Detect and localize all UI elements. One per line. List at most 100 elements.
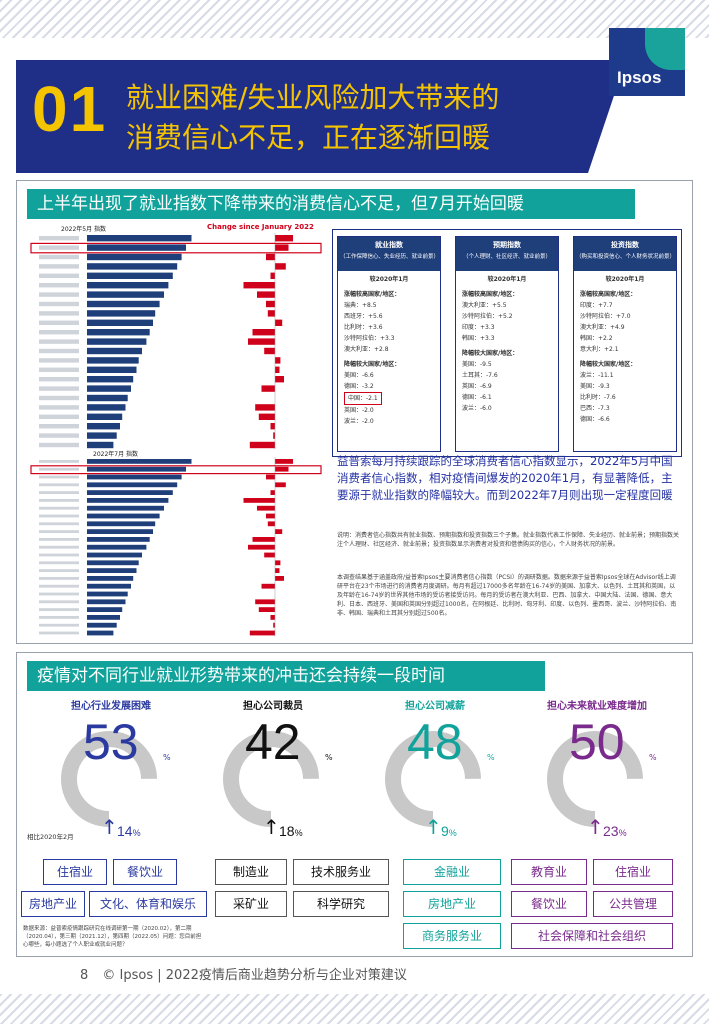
country-label xyxy=(39,301,79,307)
change-bar xyxy=(275,357,281,364)
index-bar xyxy=(87,490,173,495)
metric-delta: 18 xyxy=(279,823,295,839)
country-label xyxy=(39,442,79,448)
country-label xyxy=(39,467,79,471)
change-bar xyxy=(261,583,275,589)
index-bar xyxy=(87,583,131,589)
country-label xyxy=(39,600,79,604)
country-label xyxy=(39,631,79,635)
ipsos-logo: Ipsos xyxy=(609,28,685,96)
country-label xyxy=(39,592,79,596)
change-bar xyxy=(275,482,286,488)
country-label xyxy=(39,545,79,549)
section2-heading: 疫情对不同行业就业形势带来的冲击还会持续一段时间 xyxy=(27,661,545,691)
index-bar xyxy=(87,235,192,242)
index-bar xyxy=(87,466,186,472)
change-bar xyxy=(248,544,275,550)
index-chart-may xyxy=(30,233,322,450)
index-bar xyxy=(87,432,117,439)
section-number: 01 xyxy=(32,73,108,145)
metric-value: 42 xyxy=(245,714,301,770)
index-bar xyxy=(87,474,182,480)
index-bar xyxy=(87,310,156,317)
change-bar xyxy=(270,615,275,620)
index-bar xyxy=(87,505,164,511)
country-label xyxy=(39,577,79,580)
change-bar xyxy=(267,310,275,317)
donut-ring xyxy=(61,731,157,827)
index-bar xyxy=(87,607,123,612)
up-arrow-icon: ↑ xyxy=(587,815,604,839)
change-bar xyxy=(275,263,286,270)
change-bar xyxy=(258,607,275,612)
index-bar xyxy=(87,482,178,488)
change-bar xyxy=(257,505,275,511)
change-bar xyxy=(264,347,275,355)
country-label xyxy=(39,292,79,297)
logo-leaf-icon xyxy=(645,28,685,70)
index-bar xyxy=(87,441,114,449)
metric-value: 53 xyxy=(83,714,139,770)
change-bar xyxy=(266,474,275,480)
index-bar xyxy=(87,366,137,373)
country-label xyxy=(39,538,79,541)
chip-industry: 技术服务业 xyxy=(293,859,389,885)
change-bar xyxy=(270,272,275,279)
index-bar xyxy=(87,568,137,573)
change-bar xyxy=(264,552,275,558)
index-bar xyxy=(87,591,128,597)
country-label xyxy=(39,245,79,250)
donut-ring xyxy=(223,731,319,827)
footer: 8 © Ipsos | 2022疫情后商业趋势分析与企业对策建议 xyxy=(80,964,407,983)
chip-industry: 教育业 xyxy=(511,859,587,885)
country-label xyxy=(39,283,79,288)
country-label xyxy=(39,320,79,325)
change-bar xyxy=(258,413,275,420)
chip-industry: 制造业 xyxy=(215,859,287,885)
country-label xyxy=(39,339,79,344)
country-label xyxy=(39,616,79,619)
index-bar xyxy=(87,272,173,279)
metric-layoffs: 担心公司裁员 42 % ↑ 18% xyxy=(193,697,353,947)
chip-industry: 餐饮业 xyxy=(113,859,177,885)
industry-concern-panel: 疫情对不同行业就业形势带来的冲击还会持续一段时间 担心行业发展困难 53 % ↑… xyxy=(16,652,693,957)
index-explanation-note: 说明：消费者信心指数共有就业指数、预期指数和投资指数三个子集。就业指数代表工作保… xyxy=(337,532,680,548)
country-label xyxy=(39,584,79,588)
metric-delta: 23 xyxy=(603,823,619,839)
up-arrow-icon: ↑ xyxy=(425,815,442,839)
section1-heading: 上半年出现了就业指数下降带来的消费信心不足，但7月开始回暖 xyxy=(27,189,635,219)
change-bar xyxy=(255,404,275,411)
index-bar xyxy=(87,537,150,542)
change-bar xyxy=(249,630,275,636)
index-bar xyxy=(87,376,134,383)
footer-text: © Ipsos | 2022疫情后商业趋势分析与企业对策建议 xyxy=(102,968,407,983)
chip-industry: 科学研究 xyxy=(293,891,389,917)
employment-index-column: 就业指数 （工作保障信心、失业经历、就业前景） 较2020年1月 涨幅较高国家/地… xyxy=(337,236,441,452)
country-label xyxy=(39,433,79,438)
compare-label: 相比2020年2月 xyxy=(27,833,74,841)
china-row-highlight xyxy=(30,242,322,254)
country-label xyxy=(39,506,79,510)
title-banner: 01 就业困难/失业风险加大带来的 消费信心不足，正在逐渐回暖 xyxy=(16,60,588,173)
expectation-index-column: 预期指数 （个人理财、社区经济、就业前景） 较2020年1月 涨幅较高国家/地区：… xyxy=(455,236,559,452)
change-bar xyxy=(275,466,289,472)
country-label xyxy=(39,254,79,260)
chip-industry: 房地产业 xyxy=(21,891,85,917)
index-bar xyxy=(87,630,114,636)
country-label xyxy=(39,553,79,557)
country-label xyxy=(39,367,79,372)
index-chart-july xyxy=(30,457,322,637)
index-bar xyxy=(87,253,182,261)
up-arrow-icon: ↑ xyxy=(263,815,280,839)
change-bar xyxy=(275,376,284,383)
chip-industry: 金融业 xyxy=(403,859,501,885)
donut-ring xyxy=(385,731,481,827)
country-label xyxy=(39,530,79,533)
country-label xyxy=(39,491,79,494)
country-label xyxy=(39,514,79,518)
index-bar xyxy=(87,423,120,430)
index-bar xyxy=(87,282,169,289)
chip-industry: 住宿业 xyxy=(593,859,673,885)
index-bar xyxy=(87,459,192,464)
country-label xyxy=(39,377,79,382)
